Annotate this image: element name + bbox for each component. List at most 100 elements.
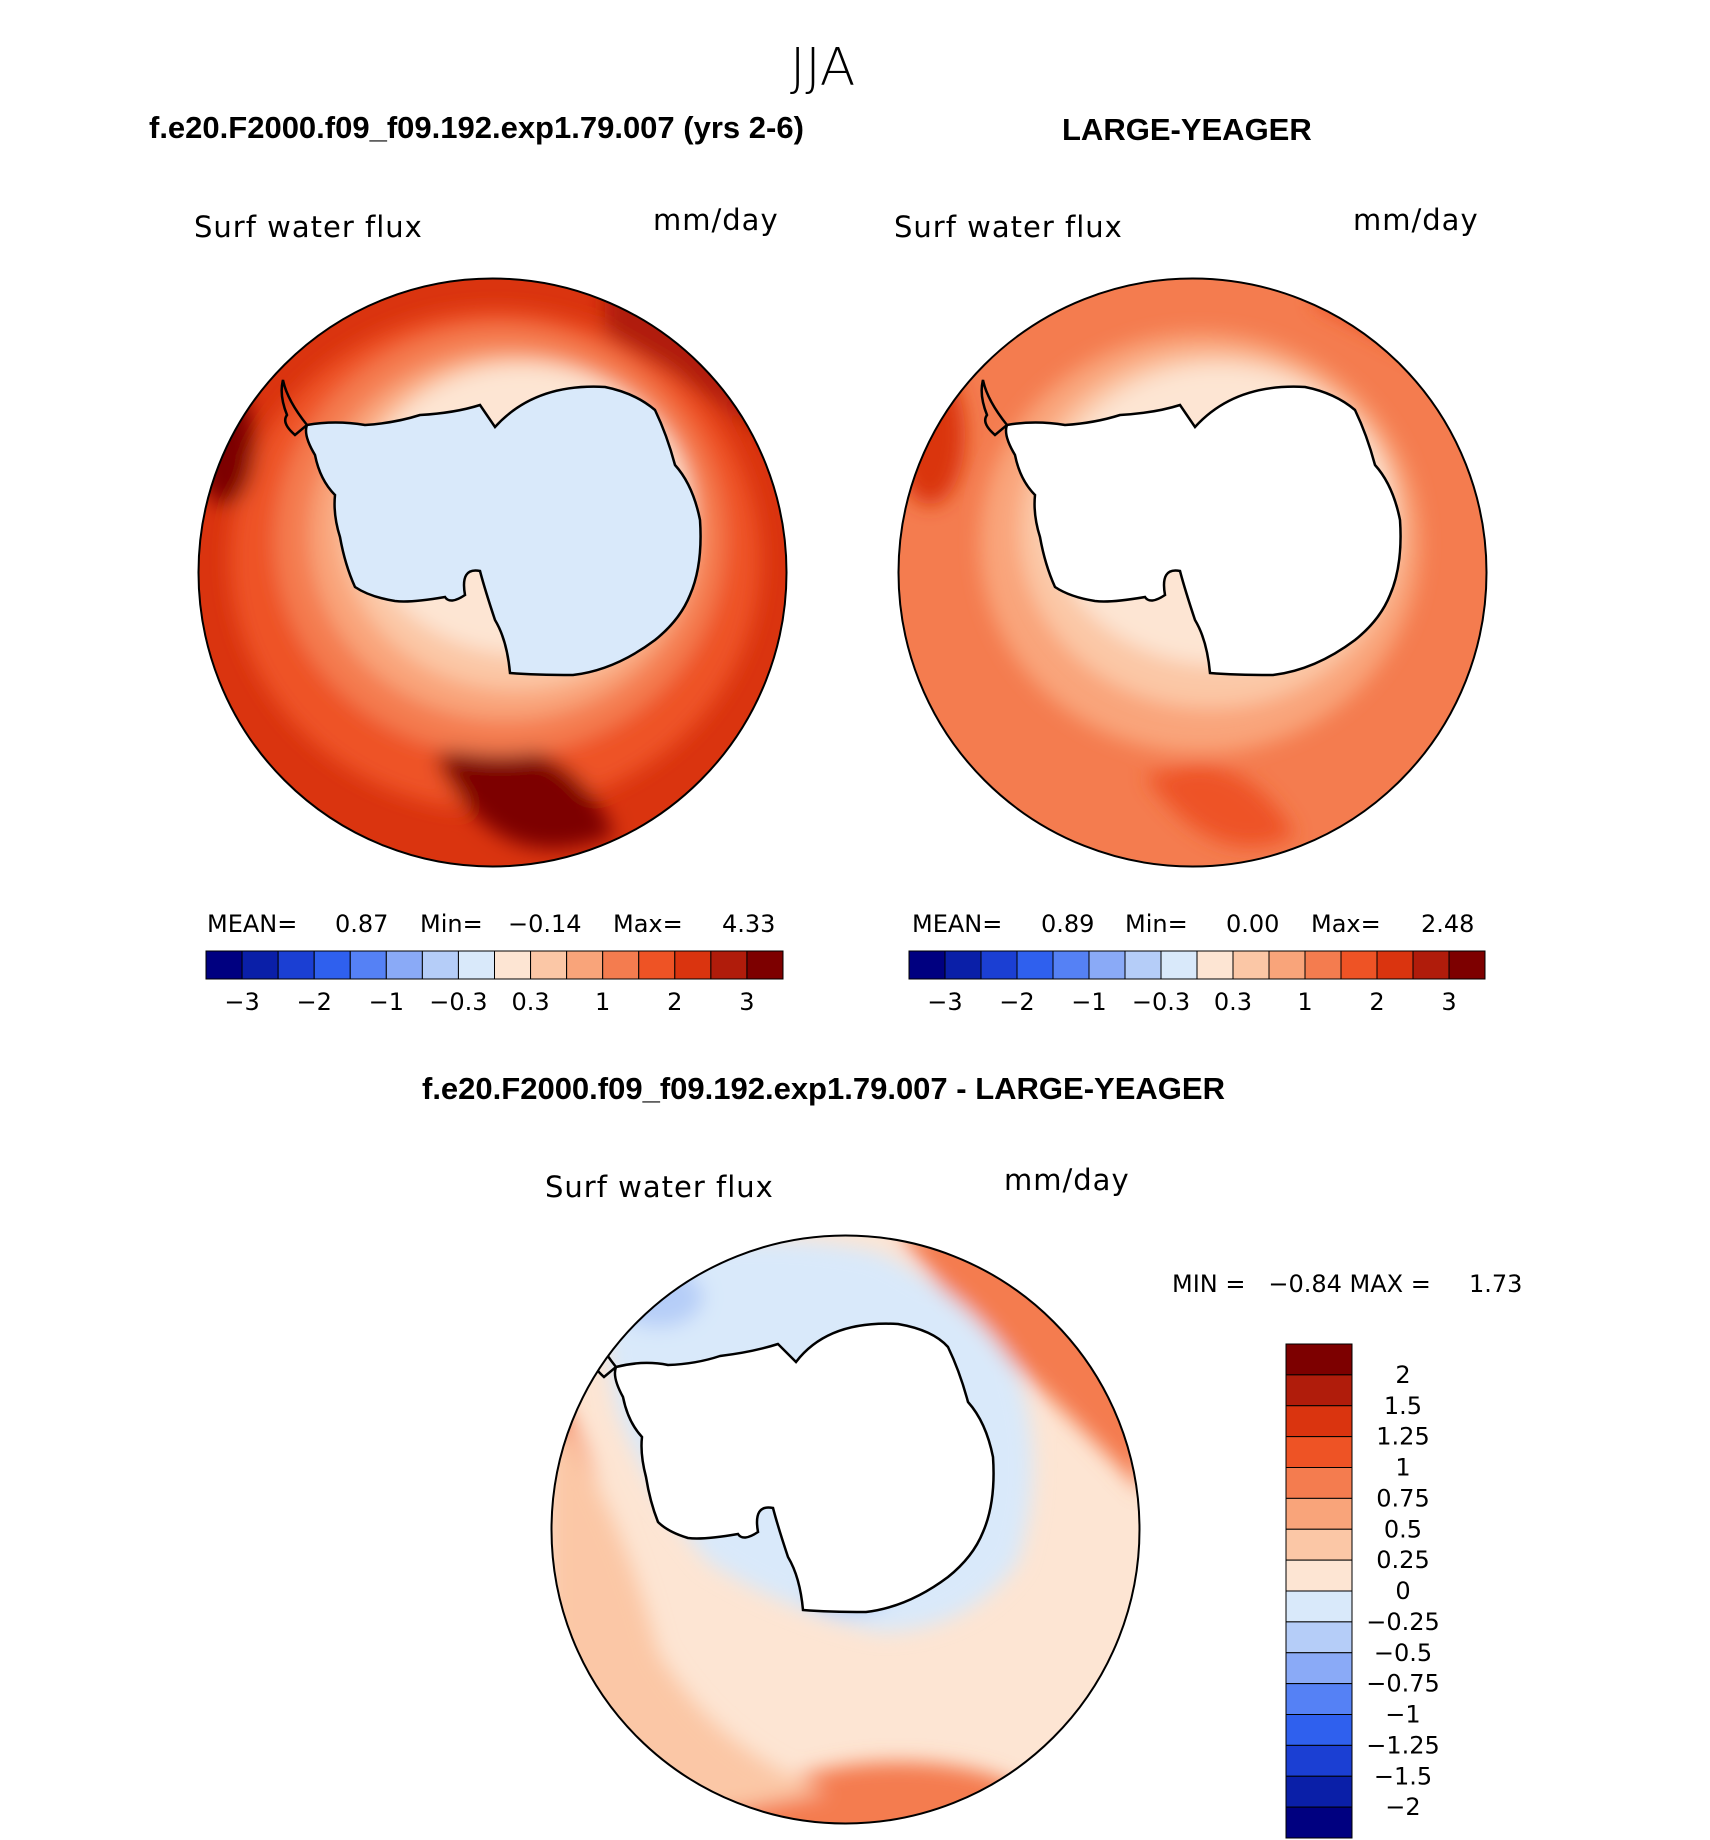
panel-1-mean-label: MEAN=: [207, 910, 298, 938]
colorbar-swatch: [674, 950, 712, 980]
colorbar-tick-label: −1.5: [1374, 1762, 1432, 1790]
colorbar-tick-label: 2: [1395, 1361, 1410, 1389]
colorbar-swatch: [1285, 1590, 1353, 1623]
colorbar-swatch: [277, 950, 315, 980]
colorbar-swatch: [1285, 1775, 1353, 1808]
colorbar-swatch: [457, 950, 495, 980]
colorbar-tick-label: −2: [999, 988, 1034, 1015]
panel-1-min-value: −0.14: [508, 910, 582, 938]
colorbar-tick-label: −1: [1071, 988, 1106, 1015]
colorbar-swatch: [1285, 1497, 1353, 1530]
colorbar-swatch: [1412, 950, 1450, 980]
colorbar-tick-label: 2: [1369, 988, 1384, 1015]
colorbar-tick-label: 3: [1441, 988, 1456, 1015]
colorbar-tick-label: 1: [595, 988, 610, 1015]
colorbar-swatch: [908, 950, 946, 980]
panel-2-max-value: 2.48: [1421, 910, 1475, 938]
antarctic-continent: [1004, 385, 1402, 677]
colorbar-tick-label: 1: [1395, 1454, 1410, 1482]
colorbar-swatch: [421, 950, 459, 980]
colorbar-swatch: [746, 950, 784, 980]
colorbar-swatch: [1285, 1374, 1353, 1407]
colorbar-swatch: [1088, 950, 1126, 980]
colorbar-swatch: [1160, 950, 1198, 980]
colorbar-swatch: [1285, 1652, 1353, 1685]
colorbar-swatch: [205, 950, 243, 980]
panel-1-variable: Surf water flux: [194, 210, 423, 244]
colorbar-swatch: [1285, 1683, 1353, 1715]
colorbar-swatch: [494, 950, 532, 980]
colorbar-swatch: [1285, 1806, 1353, 1839]
panel-3-units: mm/day: [1004, 1163, 1130, 1197]
colorbar-tick-label: −1: [1385, 1701, 1420, 1729]
panel-1-min-label: Min=: [420, 910, 483, 938]
colorbar-swatch: [313, 950, 351, 980]
panel-3-minmax: MIN = −0.84 MAX = 1.73: [1172, 1270, 1523, 1298]
colorbar-tick-label: −0.3: [429, 988, 487, 1015]
colorbar-swatch: [530, 950, 568, 980]
colorbar-tick-label: −2: [296, 988, 331, 1015]
colorbar-swatch: [1304, 950, 1342, 980]
colorbar-tick-label: −3: [224, 988, 259, 1015]
panel-1-colorbar: −3 −2 −1 −0.3 0.3 1 2 3: [205, 950, 784, 1015]
panel-1-title: f.e20.F2000.f09_f09.192.exp1.79.007 (yrs…: [149, 110, 804, 145]
colorbar-swatch: [1285, 1405, 1353, 1438]
colorbar-swatch: [1340, 950, 1378, 980]
colorbar-swatch: [1376, 950, 1414, 980]
colorbar-tick-label: 1: [1297, 988, 1312, 1015]
colorbar-tick-label: 1.5: [1384, 1392, 1422, 1420]
colorbar-swatch: [1268, 950, 1306, 980]
panel-3-variable: Surf water flux: [545, 1170, 774, 1204]
panel-2-map: [897, 277, 1488, 868]
colorbar-tick-label: 0.3: [511, 988, 549, 1015]
colorbar-swatch: [385, 950, 423, 980]
panel-1-units: mm/day: [653, 203, 779, 237]
panel-2-mean-value: 0.89: [1041, 910, 1095, 938]
colorbar-swatch: [1285, 1714, 1353, 1746]
panel-2-max-label: Max=: [1311, 910, 1381, 938]
season-title: JJA: [790, 38, 856, 98]
colorbar-tick-label: 3: [739, 988, 754, 1015]
colorbar-tick-label: 0.3: [1214, 988, 1252, 1015]
colorbar-tick-label: −0.25: [1366, 1608, 1440, 1636]
colorbar-tick-label: −2: [1385, 1793, 1420, 1821]
panel-2-title: LARGE-YEAGER: [1062, 112, 1312, 147]
colorbar-swatch: [1052, 950, 1090, 980]
colorbar-tick-label: −0.3: [1132, 988, 1190, 1015]
colorbar-tick-label: −0.5: [1374, 1639, 1432, 1667]
panel-2-mean-label: MEAN=: [912, 910, 1003, 938]
antarctic-continent: [613, 1322, 995, 1614]
panel-2-min-value: 0.00: [1226, 910, 1280, 938]
colorbar-swatch: [944, 950, 982, 980]
storm-track-hotspot: [1145, 765, 1295, 847]
colorbar-swatch: [566, 950, 604, 980]
colorbar-tick-label: −1.25: [1366, 1731, 1440, 1759]
colorbar-swatch: [1124, 950, 1162, 980]
panel-1-mean-value: 0.87: [335, 910, 389, 938]
storm-track-hotspot: [898, 365, 965, 505]
colorbar-swatch: [980, 950, 1018, 980]
colorbar-swatch: [1232, 950, 1270, 980]
antarctic-continent: [304, 385, 702, 677]
panel-3-colorbar: 21.51.2510.750.50.250−0.25−0.5−0.75−1−1.…: [1285, 1343, 1440, 1839]
storm-track-hotspot: [198, 385, 255, 505]
colorbar-tick-label: −1: [369, 988, 404, 1015]
colorbar-swatch: [1016, 950, 1054, 980]
colorbar-swatch: [602, 950, 640, 980]
colorbar-swatch: [710, 950, 748, 980]
colorbar-swatch: [1285, 1744, 1353, 1777]
panel-3-map: [550, 1234, 1141, 1825]
colorbar-tick-label: 0.5: [1384, 1515, 1422, 1543]
colorbar-tick-label: 1.25: [1376, 1423, 1429, 1451]
panel-2-min-label: Min=: [1125, 910, 1188, 938]
colorbar-swatch: [1285, 1528, 1353, 1561]
sea-ice-region: [613, 1267, 703, 1327]
colorbar-tick-label: 0: [1395, 1577, 1410, 1605]
storm-track-hotspot: [435, 745, 615, 849]
panel-1-max-value: 4.33: [722, 910, 776, 938]
colorbar-tick-label: −0.75: [1366, 1670, 1440, 1698]
difference-title: f.e20.F2000.f09_f09.192.exp1.79.007 - LA…: [422, 1071, 1225, 1106]
antarctic-peninsula: [280, 379, 309, 437]
panel-1-max-label: Max=: [613, 910, 683, 938]
panel-1-map: [197, 277, 788, 868]
